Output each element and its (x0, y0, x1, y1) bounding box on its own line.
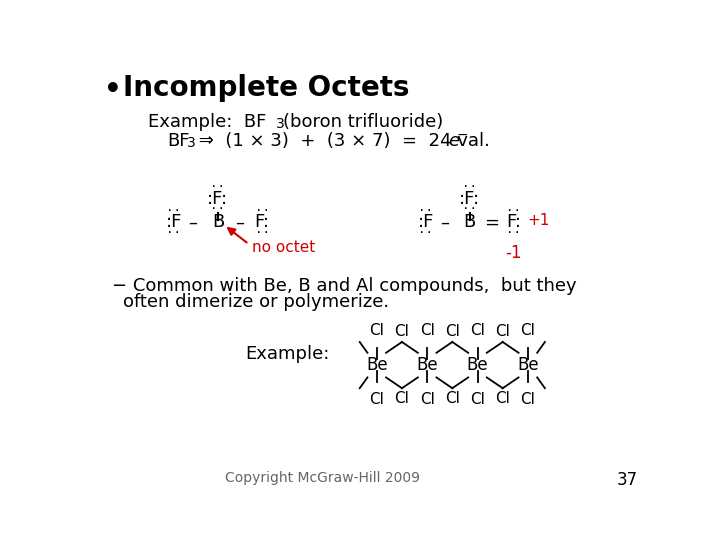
Text: −: − (456, 128, 468, 142)
Text: Cl: Cl (470, 323, 485, 338)
Text: Cl: Cl (521, 392, 535, 407)
Text: Cl: Cl (395, 392, 410, 406)
Text: +1: +1 (527, 213, 549, 228)
Text: − Common with Be, B and Al compounds,  but they: − Common with Be, B and Al compounds, bu… (112, 276, 576, 294)
Text: :F: :F (418, 213, 433, 232)
Text: BF: BF (168, 132, 190, 150)
Text: ··: ·· (418, 204, 433, 217)
Text: :F:: :F: (459, 190, 480, 207)
Text: Example:  BF: Example: BF (148, 112, 266, 131)
Text: 3: 3 (187, 137, 196, 151)
Text: Cl: Cl (470, 392, 485, 407)
Text: ··: ·· (255, 204, 269, 217)
Text: ··: ·· (166, 226, 181, 239)
Text: ⇒  (1 × 3)  +  (3 × 7)  =  24 val.: ⇒ (1 × 3) + (3 × 7) = 24 val. (193, 132, 495, 150)
Text: Example:: Example: (245, 345, 329, 362)
Text: ··: ·· (462, 180, 477, 193)
Text: Cl: Cl (420, 392, 435, 407)
Text: Cl: Cl (495, 392, 510, 406)
Text: -1: -1 (505, 244, 522, 262)
Text: Cl: Cl (495, 324, 510, 339)
Text: =: = (484, 213, 499, 232)
Text: ··: ·· (255, 226, 269, 239)
Text: ··: ·· (166, 204, 181, 217)
Text: Cl: Cl (369, 323, 384, 338)
Text: –: – (188, 213, 197, 232)
Text: Cl: Cl (445, 392, 460, 406)
Text: often dimerize or polymerize.: often dimerize or polymerize. (122, 294, 389, 312)
Text: F:: F: (506, 213, 521, 232)
Text: no octet: no octet (252, 240, 315, 255)
Text: Be: Be (366, 356, 387, 374)
Text: •: • (104, 76, 122, 104)
Text: Copyright McGraw-Hill 2009: Copyright McGraw-Hill 2009 (225, 470, 420, 484)
Text: ··: ·· (462, 202, 477, 215)
Text: –: – (235, 213, 244, 232)
Text: 37: 37 (616, 470, 638, 489)
Text: ··: ·· (418, 226, 433, 239)
Text: Be: Be (416, 356, 438, 374)
Text: 3: 3 (276, 117, 284, 131)
Text: :F:: :F: (207, 190, 228, 207)
Text: Be: Be (467, 356, 488, 374)
Text: e: e (448, 132, 459, 150)
Text: :F: :F (166, 213, 182, 232)
Text: ··: ·· (210, 180, 225, 193)
Text: Cl: Cl (420, 323, 435, 338)
Text: B: B (464, 213, 476, 232)
Text: Incomplete Octets: Incomplete Octets (122, 74, 409, 102)
Text: Cl: Cl (445, 324, 460, 339)
Text: Cl: Cl (369, 392, 384, 407)
Text: ··: ·· (506, 204, 521, 217)
Text: F:: F: (255, 213, 269, 232)
Text: B: B (212, 213, 224, 232)
Text: ··: ·· (210, 202, 225, 215)
Text: Cl: Cl (521, 323, 535, 338)
Text: ··: ·· (506, 226, 521, 239)
Text: Cl: Cl (395, 324, 410, 339)
Text: Be: Be (517, 356, 539, 374)
Text: –: – (440, 213, 449, 232)
Text: (boron trifluoride): (boron trifluoride) (283, 112, 444, 131)
